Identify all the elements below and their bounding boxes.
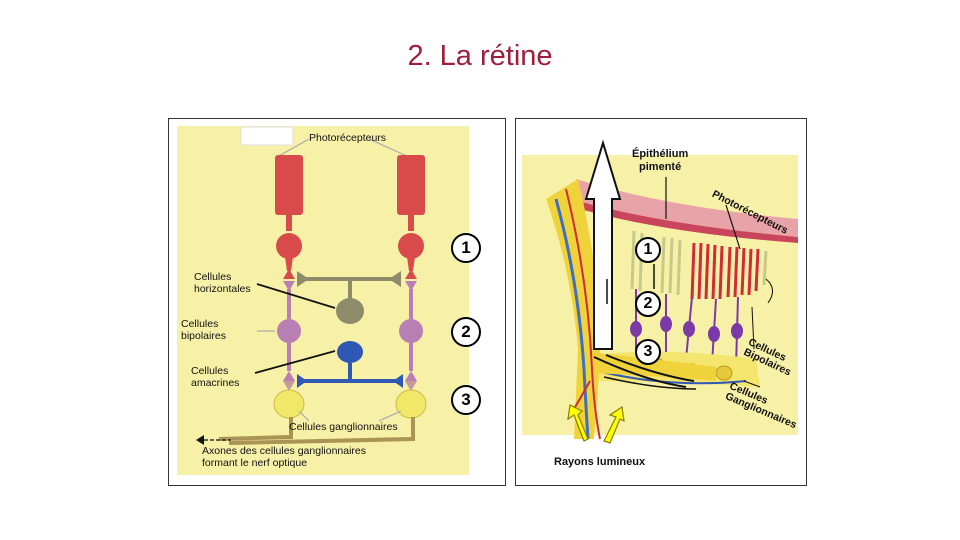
retina-histology-panel: Épithélium pimenté Photorécepteurs Cellu… <box>515 118 807 486</box>
pigment-epithelium-outer <box>576 179 798 237</box>
bipolar-cell-left <box>277 319 301 343</box>
marker-2-right: 2 <box>635 291 661 317</box>
amacrine-cell <box>297 341 403 388</box>
optic-nerve-axons <box>196 417 415 445</box>
retina-histology-drawing <box>522 139 798 444</box>
marker-1: 1 <box>451 233 481 263</box>
horizontal-cell <box>297 271 401 324</box>
label-ganglion-cells: Cellules ganglionnaires <box>289 421 398 433</box>
pigment-epithelium <box>578 201 798 243</box>
photoreceptor-nucleus-left <box>276 233 302 259</box>
light-ray-arrows <box>567 404 625 444</box>
marker-2: 2 <box>451 317 481 347</box>
photoreceptor-leader-left <box>276 138 310 158</box>
page-title: 2. La rétine <box>407 40 553 72</box>
horizontal-leader <box>256 283 336 309</box>
label-amacrine-cells: Cellules amacrines <box>191 365 240 389</box>
label-photoreceptors: Photorécepteurs <box>309 132 387 144</box>
label-horizontal-cells: Cellules horizontales <box>194 271 251 295</box>
right-cell-column <box>395 155 427 419</box>
photoreceptor-stripes <box>690 242 760 300</box>
amacrine-leader <box>254 350 336 374</box>
photoreceptor-nucleus-right <box>398 233 424 259</box>
label-patch <box>240 126 294 146</box>
marker-1-right: 1 <box>635 237 661 263</box>
photoreceptor-leader-right <box>368 138 410 158</box>
photoreceptor-outer-right <box>397 155 425 215</box>
retina-schematic-drawing <box>177 126 469 475</box>
retina-schematic-panel: Photorécepteurs Cellules horizontales Ce… <box>168 118 506 486</box>
ganglion-cell-left <box>273 389 305 419</box>
bipolar-cell-right <box>399 319 423 343</box>
left-cell-column <box>273 155 305 419</box>
photoreceptor-synapse-left <box>283 269 295 279</box>
label-axons: Axones des cellules ganglionnaires forma… <box>202 445 367 469</box>
marker-3-right: 3 <box>635 339 661 365</box>
marker-3: 3 <box>451 385 481 415</box>
light-arrow-right <box>603 405 625 444</box>
label-light-rays: Rayons lumineux <box>554 456 646 468</box>
bipolar-cells <box>630 289 743 368</box>
ganglion-cell-right <box>395 389 427 419</box>
signal-arrow <box>584 139 695 388</box>
label-epithelium: Épithélium pimenté <box>632 148 689 173</box>
light-arrow-left <box>567 404 589 442</box>
photoreceptor-outer-left <box>275 155 303 215</box>
label-bipolar-cells: Cellules bipolaires <box>181 318 226 342</box>
